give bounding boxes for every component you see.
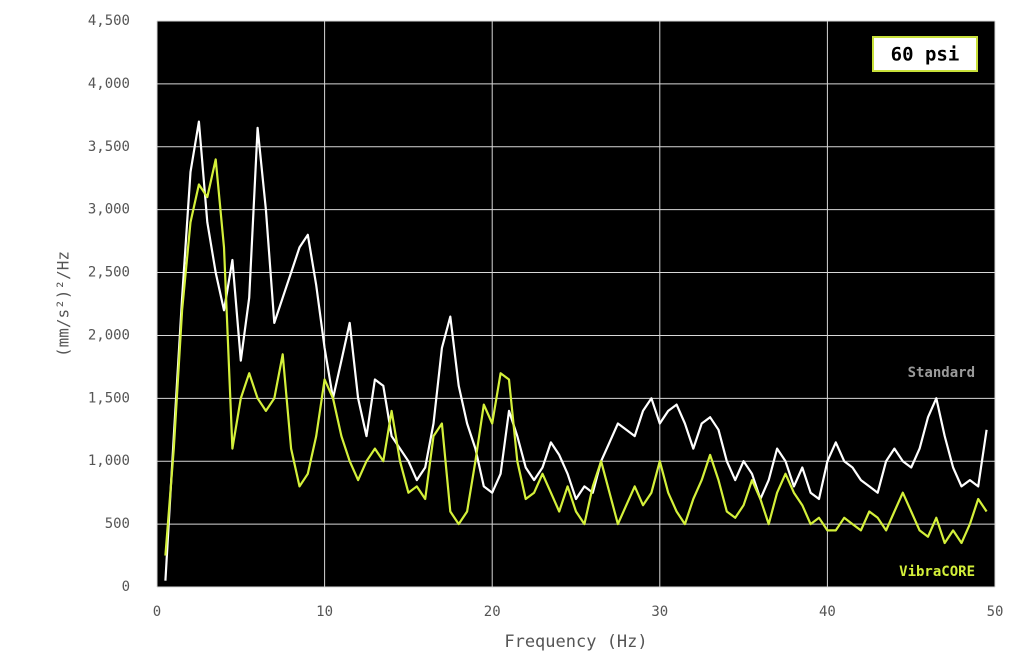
x-tick-label: 50	[987, 604, 1004, 620]
x-tick-label: 40	[819, 604, 836, 620]
series-label: Standard	[908, 365, 975, 381]
x-tick-label: 20	[484, 604, 501, 620]
y-tick-label: 0	[122, 579, 130, 595]
plot-area	[157, 21, 995, 587]
y-tick-label: 4,000	[88, 76, 130, 92]
x-tick-label: 10	[316, 604, 333, 620]
y-tick-label: 4,500	[88, 13, 130, 29]
series-line	[164, 158, 988, 556]
y-tick-label: 2,500	[88, 265, 130, 281]
y-axis-label: (mm/s²)²/Hz	[54, 251, 73, 357]
y-tick-label: 2,000	[88, 327, 130, 343]
annotation-box	[872, 36, 978, 72]
y-tick-label: 1,500	[88, 390, 130, 406]
series-label: VibraCORE	[899, 564, 975, 580]
y-tick-label: 500	[105, 516, 130, 532]
x-axis-label: Frequency (Hz)	[504, 632, 647, 652]
x-tick-label: 30	[651, 604, 668, 620]
y-tick-label: 1,000	[88, 453, 130, 469]
x-tick-label: 0	[153, 604, 161, 620]
y-tick-label: 3,500	[88, 139, 130, 155]
series-line	[164, 120, 988, 581]
annotation: 60 psi	[891, 44, 960, 66]
y-tick-label: 3,000	[88, 202, 130, 218]
